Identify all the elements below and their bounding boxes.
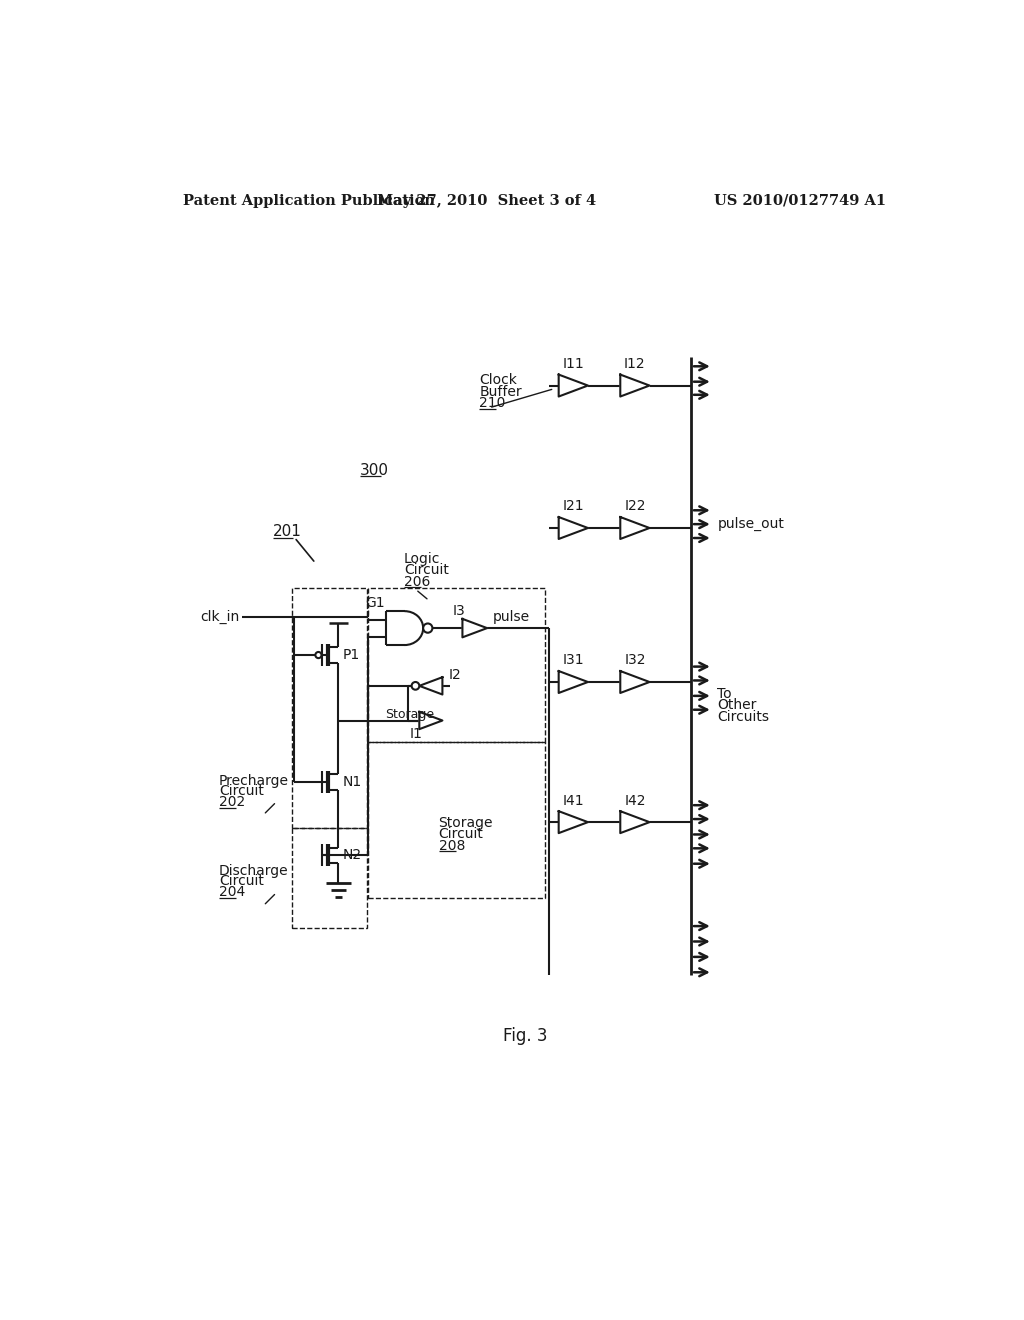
Polygon shape xyxy=(559,812,588,833)
Text: Other: Other xyxy=(717,698,757,711)
Text: I2: I2 xyxy=(449,668,462,682)
Text: 208: 208 xyxy=(438,840,465,853)
Polygon shape xyxy=(559,517,588,539)
Text: To: To xyxy=(717,686,732,701)
Text: I32: I32 xyxy=(625,653,646,668)
Text: Precharge: Precharge xyxy=(219,774,289,788)
Text: P1: P1 xyxy=(342,648,359,663)
Polygon shape xyxy=(621,517,649,539)
Text: 201: 201 xyxy=(273,524,302,540)
Polygon shape xyxy=(621,375,649,396)
Polygon shape xyxy=(559,375,588,396)
Text: I41: I41 xyxy=(562,793,584,808)
Text: Circuit: Circuit xyxy=(438,826,483,841)
Text: Fig. 3: Fig. 3 xyxy=(503,1027,547,1045)
Text: Storage: Storage xyxy=(438,816,494,830)
Text: pulse_out: pulse_out xyxy=(717,517,784,531)
Text: I22: I22 xyxy=(625,499,646,513)
Polygon shape xyxy=(621,671,649,693)
Text: Circuit: Circuit xyxy=(219,784,264,799)
Polygon shape xyxy=(419,711,442,729)
Circle shape xyxy=(423,623,432,632)
Text: I21: I21 xyxy=(562,499,584,513)
Text: I12: I12 xyxy=(624,356,646,371)
Text: G1: G1 xyxy=(365,597,385,610)
Text: US 2010/0127749 A1: US 2010/0127749 A1 xyxy=(715,194,887,207)
Text: Circuit: Circuit xyxy=(403,564,449,577)
Text: Discharge: Discharge xyxy=(219,863,289,878)
Polygon shape xyxy=(463,619,487,638)
Polygon shape xyxy=(559,671,588,693)
Circle shape xyxy=(315,652,322,659)
Text: Circuit: Circuit xyxy=(219,874,264,888)
Text: N1: N1 xyxy=(342,775,361,789)
Text: 206: 206 xyxy=(403,576,430,589)
Text: 202: 202 xyxy=(219,795,246,809)
Text: Patent Application Publication: Patent Application Publication xyxy=(183,194,435,207)
Text: Storage: Storage xyxy=(385,708,434,721)
Text: 210: 210 xyxy=(479,396,506,411)
Text: 204: 204 xyxy=(219,886,246,899)
Text: I11: I11 xyxy=(562,356,584,371)
Text: 300: 300 xyxy=(360,463,389,478)
Circle shape xyxy=(412,682,419,690)
Text: I3: I3 xyxy=(453,605,466,618)
Text: clk_in: clk_in xyxy=(201,610,240,623)
Text: Clock: Clock xyxy=(479,374,517,387)
Text: I42: I42 xyxy=(625,793,646,808)
Text: I31: I31 xyxy=(562,653,584,668)
Text: I1: I1 xyxy=(410,727,423,742)
Text: Buffer: Buffer xyxy=(479,384,522,399)
Text: Logic: Logic xyxy=(403,552,440,566)
Text: pulse: pulse xyxy=(494,610,530,624)
Text: N2: N2 xyxy=(342,849,361,862)
Polygon shape xyxy=(419,677,442,694)
Polygon shape xyxy=(621,812,649,833)
Text: Circuits: Circuits xyxy=(717,710,769,725)
Text: May 27, 2010  Sheet 3 of 4: May 27, 2010 Sheet 3 of 4 xyxy=(377,194,596,207)
